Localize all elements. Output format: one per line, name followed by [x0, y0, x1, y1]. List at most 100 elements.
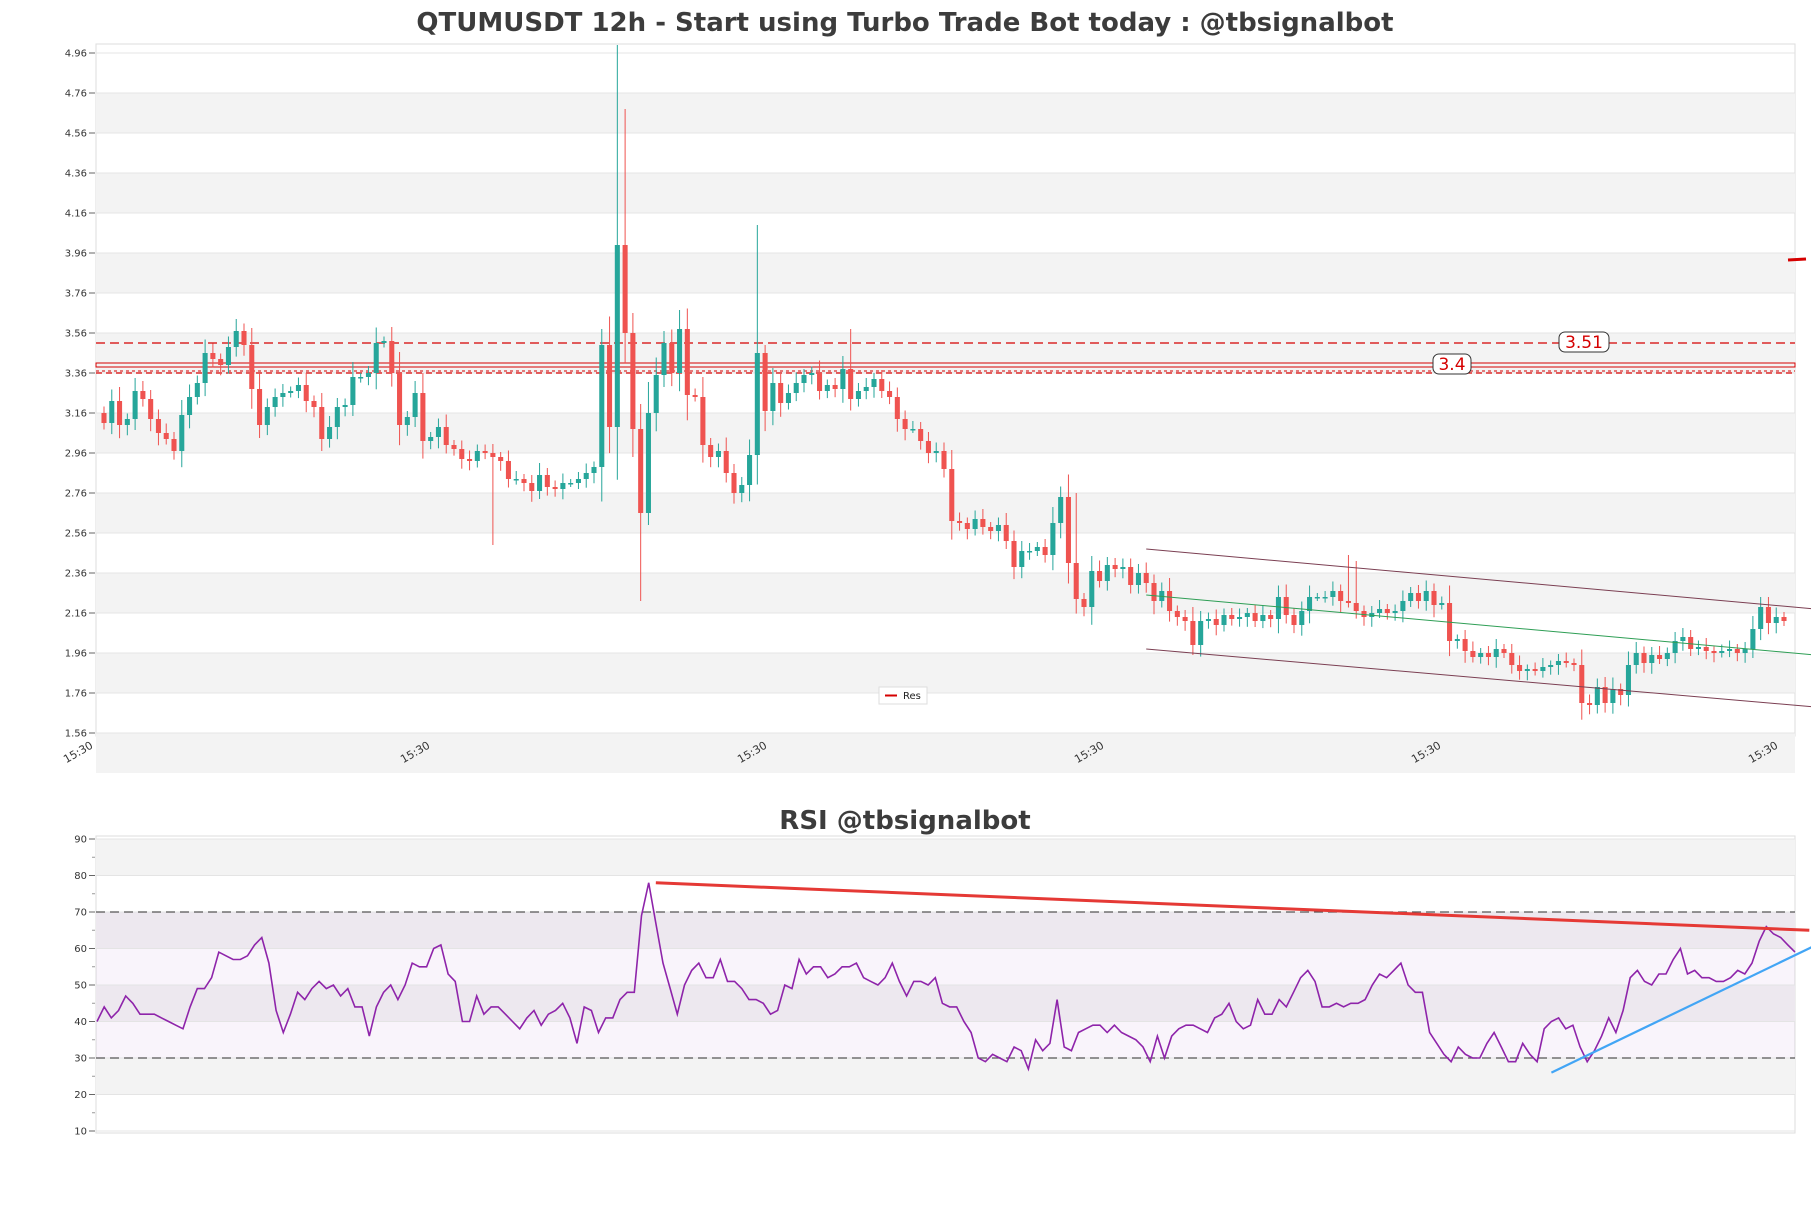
candle-body — [1548, 665, 1554, 667]
candle-body — [342, 405, 348, 407]
price-grid-band — [96, 413, 1795, 453]
candle-body — [832, 385, 838, 389]
candle-body — [272, 397, 278, 407]
rsi-y-tick-label: 50 — [74, 981, 87, 992]
price-grid-band — [96, 173, 1795, 213]
candle-body — [389, 341, 395, 373]
candle-body — [980, 519, 986, 527]
rsi-grid-band — [96, 985, 1795, 1022]
candle-body — [1781, 617, 1787, 621]
price-plot-area — [95, 43, 1796, 737]
candle-body — [498, 457, 504, 461]
candle-body — [1213, 619, 1219, 625]
price-grid-band — [96, 733, 1795, 773]
candle-body — [731, 473, 737, 493]
price-x-tick-label: 15:30 — [61, 739, 95, 766]
rsi-grid-band — [96, 839, 1795, 876]
candle-body — [155, 419, 161, 433]
candle-body — [1042, 547, 1048, 555]
candle-body — [117, 401, 123, 425]
rsi-y-tick-label: 70 — [74, 908, 87, 919]
candle-body — [910, 429, 916, 431]
price-grid-band — [96, 573, 1795, 613]
price-y-tick-label: 3.56 — [65, 329, 87, 340]
candle-body — [591, 467, 597, 473]
candle-body — [1587, 703, 1593, 705]
price-grid-band — [96, 93, 1795, 133]
candle-body — [677, 329, 683, 373]
candle-body — [404, 417, 410, 425]
candle-body — [1019, 551, 1025, 567]
candle-body — [179, 415, 185, 451]
candle-body — [1167, 591, 1173, 611]
candle-body — [1649, 655, 1655, 663]
price-grid-band — [96, 493, 1795, 533]
main-chart-title: QTUMUSDT 12h - Start using Turbo Trade B… — [416, 8, 1393, 38]
candle-body — [770, 383, 776, 411]
candle-body — [1237, 617, 1243, 619]
candle-body — [1345, 601, 1351, 603]
candle-body — [1711, 651, 1717, 653]
candle-body — [1765, 607, 1771, 623]
candle-body — [575, 479, 581, 483]
candle-body — [1400, 601, 1406, 611]
candle-body — [513, 479, 519, 481]
candle-body — [280, 393, 286, 397]
candle-body — [544, 475, 550, 487]
candle-body — [1695, 647, 1701, 649]
legend-box: Res — [878, 686, 928, 705]
candle-body — [443, 427, 449, 445]
candle-body — [1563, 661, 1569, 663]
candle-body — [350, 377, 356, 405]
rsi-y-axis: 90 80 70 60 50 40 30 20 10 — [74, 835, 95, 1138]
candle-body — [451, 445, 457, 449]
candle-body — [1423, 591, 1429, 601]
candle-body — [560, 483, 566, 489]
channel-middle-line — [1146, 594, 1811, 656]
candle-body — [1112, 565, 1118, 569]
candle-body — [607, 345, 613, 427]
candle-body — [202, 353, 208, 383]
candle-body — [1205, 619, 1211, 621]
channel-upper-line — [1146, 548, 1811, 610]
candle-body — [163, 433, 169, 439]
candle-body — [661, 343, 667, 375]
candle-body — [754, 353, 760, 455]
candle-body — [1664, 653, 1670, 659]
candle-body — [1089, 571, 1095, 607]
candle-body — [1260, 615, 1266, 621]
candle-body — [1330, 591, 1336, 597]
candle-body — [552, 487, 558, 489]
rsi-y-tick-label: 20 — [74, 1090, 87, 1101]
candle-body — [902, 419, 908, 429]
candle-body — [187, 397, 193, 415]
candle-body — [1532, 669, 1538, 671]
price-channel — [1146, 548, 1811, 708]
candle-body — [1058, 497, 1064, 523]
candle-body — [1065, 497, 1071, 563]
price-y-tick-label: 3.76 — [65, 289, 87, 300]
price-y-tick-label: 4.96 — [65, 49, 87, 60]
candle-body — [1758, 607, 1764, 629]
price-y-tick-label: 1.76 — [65, 689, 87, 700]
rsi-line — [96, 882, 1796, 1072]
price-grid-band — [96, 253, 1795, 293]
candle-body — [925, 441, 931, 453]
price-y-tick-label: 2.96 — [65, 449, 87, 460]
candle-body — [1027, 551, 1033, 553]
candle-body — [988, 527, 994, 531]
candle-body — [381, 341, 387, 343]
candle-body — [257, 389, 263, 425]
candle-body — [1120, 567, 1126, 569]
price-grid-bands — [95, 43, 1796, 773]
candle-body — [1540, 667, 1546, 671]
candle-body — [568, 483, 574, 485]
candle-body — [793, 383, 799, 393]
candle-body — [474, 451, 480, 461]
candle-body — [669, 343, 675, 373]
candle-body — [785, 393, 791, 403]
candle-body — [241, 331, 247, 345]
candle-body — [148, 399, 154, 419]
candle-body — [490, 453, 496, 457]
candlestick-series — [101, 45, 1787, 720]
